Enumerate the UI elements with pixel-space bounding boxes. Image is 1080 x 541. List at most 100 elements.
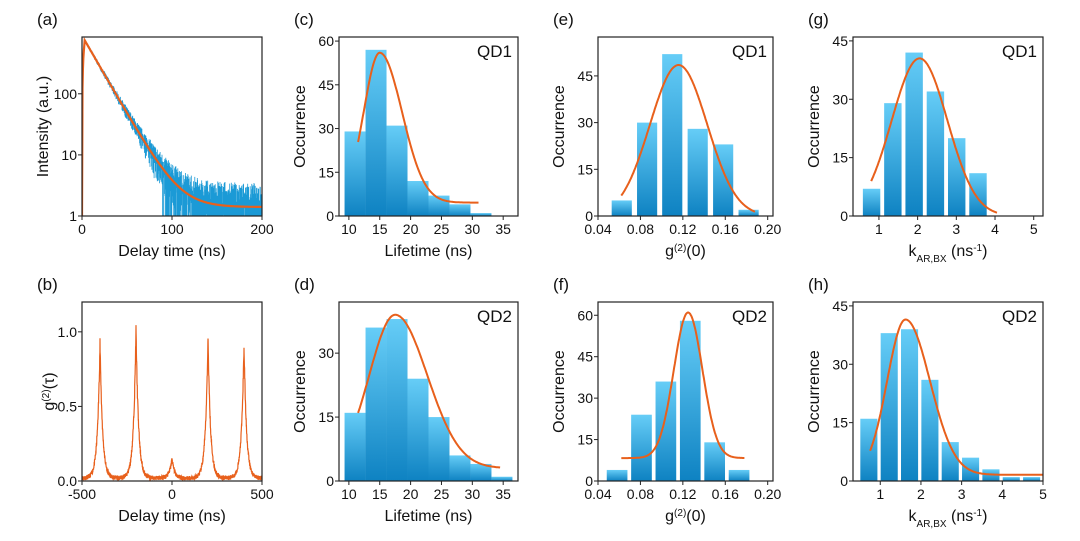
histogram-bar [407,181,429,216]
y-tick-label: 100 [54,86,78,102]
plot-area [344,49,492,216]
panel-title: QD1 [732,42,767,61]
y-tick-label: 0 [840,473,848,489]
y-tick-label: 60 [577,307,593,323]
panel-label: (g) [808,10,829,29]
histogram-bar [407,378,429,481]
y-axis-label: Occurrence [806,350,823,433]
histogram-bar [470,213,492,216]
histogram-bar [728,469,750,481]
y-tick-label: 60 [318,33,334,49]
x-tick-label: 0.08 [627,221,654,237]
x-tick-label: 0.16 [712,486,739,502]
x-tick-label: 15 [372,221,388,237]
x-axis-label: Lifetime (ns) [384,508,472,525]
histogram-bar [941,442,959,481]
x-tick-label: -500 [68,486,96,502]
histogram-bar [428,417,450,481]
x-tick-label: 25 [434,221,450,237]
x-tick-label: 30 [465,221,481,237]
y-tick-label: 30 [577,115,593,131]
y-tick-label: 30 [318,121,334,137]
panel-f: 0.04 0.08 0.12 0.16 0.20 0 15 30 45 60 g(2)(0) Occu… [551,275,782,525]
plot-area [82,325,262,481]
histogram-bar [606,469,628,481]
y-axis-label: Occurrence [551,85,568,168]
histogram-bar [704,442,726,481]
y-tick-label: 15 [577,432,593,448]
histogram-bar [1023,477,1041,481]
x-tick-label: 200 [250,221,274,237]
x-tick-label: 15 [372,486,388,502]
panel-label: (h) [808,275,829,294]
panel-d: 10 15 20 25 30 35 0 15 30 Lifetime (ns) Occurrence… [292,275,519,525]
histogram-bar [948,138,966,216]
plot-area [344,313,513,481]
panel-label: (a) [37,10,58,29]
fit-curve [870,57,998,214]
x-tick-label: 10 [341,486,357,502]
histogram-bar [921,379,939,481]
y-axis-label: Intensity (a.u.) [35,76,52,177]
y-tick-label: 0.0 [58,473,78,489]
y-tick-label: 1 [69,208,77,224]
axes-frame [852,301,1044,482]
y-tick-label: 30 [318,345,334,361]
x-tick-label: 4 [998,486,1006,502]
panel-label: (d) [294,275,315,294]
histogram-bar [470,463,492,481]
histogram-bar [449,455,471,481]
x-tick-label: 4 [991,221,999,237]
histogram-bar [713,144,734,216]
y-axis-label: Occurrence [292,350,309,433]
y-tick-label: 15 [832,415,848,431]
x-tick-label: 0.16 [712,221,739,237]
plot-area [82,37,262,216]
x-axis-label: kAR,BX (ns-1) [909,243,988,265]
x-tick-label: 0.04 [584,221,611,237]
x-axis-label: Lifetime (ns) [384,243,472,260]
axes-frame [852,36,1044,217]
x-tick-label: 0.04 [584,486,611,502]
histogram-bar [449,204,471,216]
y-axis-label: Occurrence [551,350,568,433]
fit-curve [621,311,745,460]
histogram-bar [344,412,366,481]
plot-area [606,311,750,481]
y-tick-label: 1.0 [58,324,78,340]
histogram-bar [901,329,919,481]
panel-e: 0.04 0.08 0.12 0.16 0.20 0 15 30 45 g(2)(0) Occurr… [551,10,782,260]
x-tick-label: 0.12 [669,486,696,502]
x-tick-label: 2 [914,221,922,237]
y-tick-label: 30 [832,356,848,372]
plot-area [860,318,1043,481]
histogram-bar [1002,477,1020,481]
axes-frame [597,301,774,482]
panel-label: (f) [553,275,569,294]
histogram-bar [344,131,366,216]
panel-b: -500 0 500 0.0 0.5 1.0 Delay time (ns) g(2)(τ) (… [37,275,274,525]
y-tick-label: 0 [326,208,334,224]
histogram-bar [655,381,677,481]
histogram-bar [880,333,898,481]
axes-frame [81,301,263,482]
x-axis-label: g(2)(0) [665,243,706,261]
panel-title: QD2 [732,307,767,326]
g2-trace [82,325,262,481]
panel-label: (e) [553,10,574,29]
x-tick-label: 0 [78,221,86,237]
histogram-bar [631,414,652,481]
histogram-bar [738,209,759,216]
panel-a: 0 100 200 1 10 100 Delay time (ns) Intensity (a… [35,10,274,260]
x-tick-label: 1 [876,486,884,502]
y-tick-label: 45 [318,77,334,93]
panel-c: 10 15 20 25 30 35 0 15 30 45 60 Lifetime (ns) Occurr… [292,10,519,260]
x-tick-label: 100 [160,221,184,237]
histogram-bar [860,418,878,481]
histogram-bar [386,125,408,216]
y-tick-label: 0 [585,473,593,489]
panel-title: QD1 [477,42,512,61]
